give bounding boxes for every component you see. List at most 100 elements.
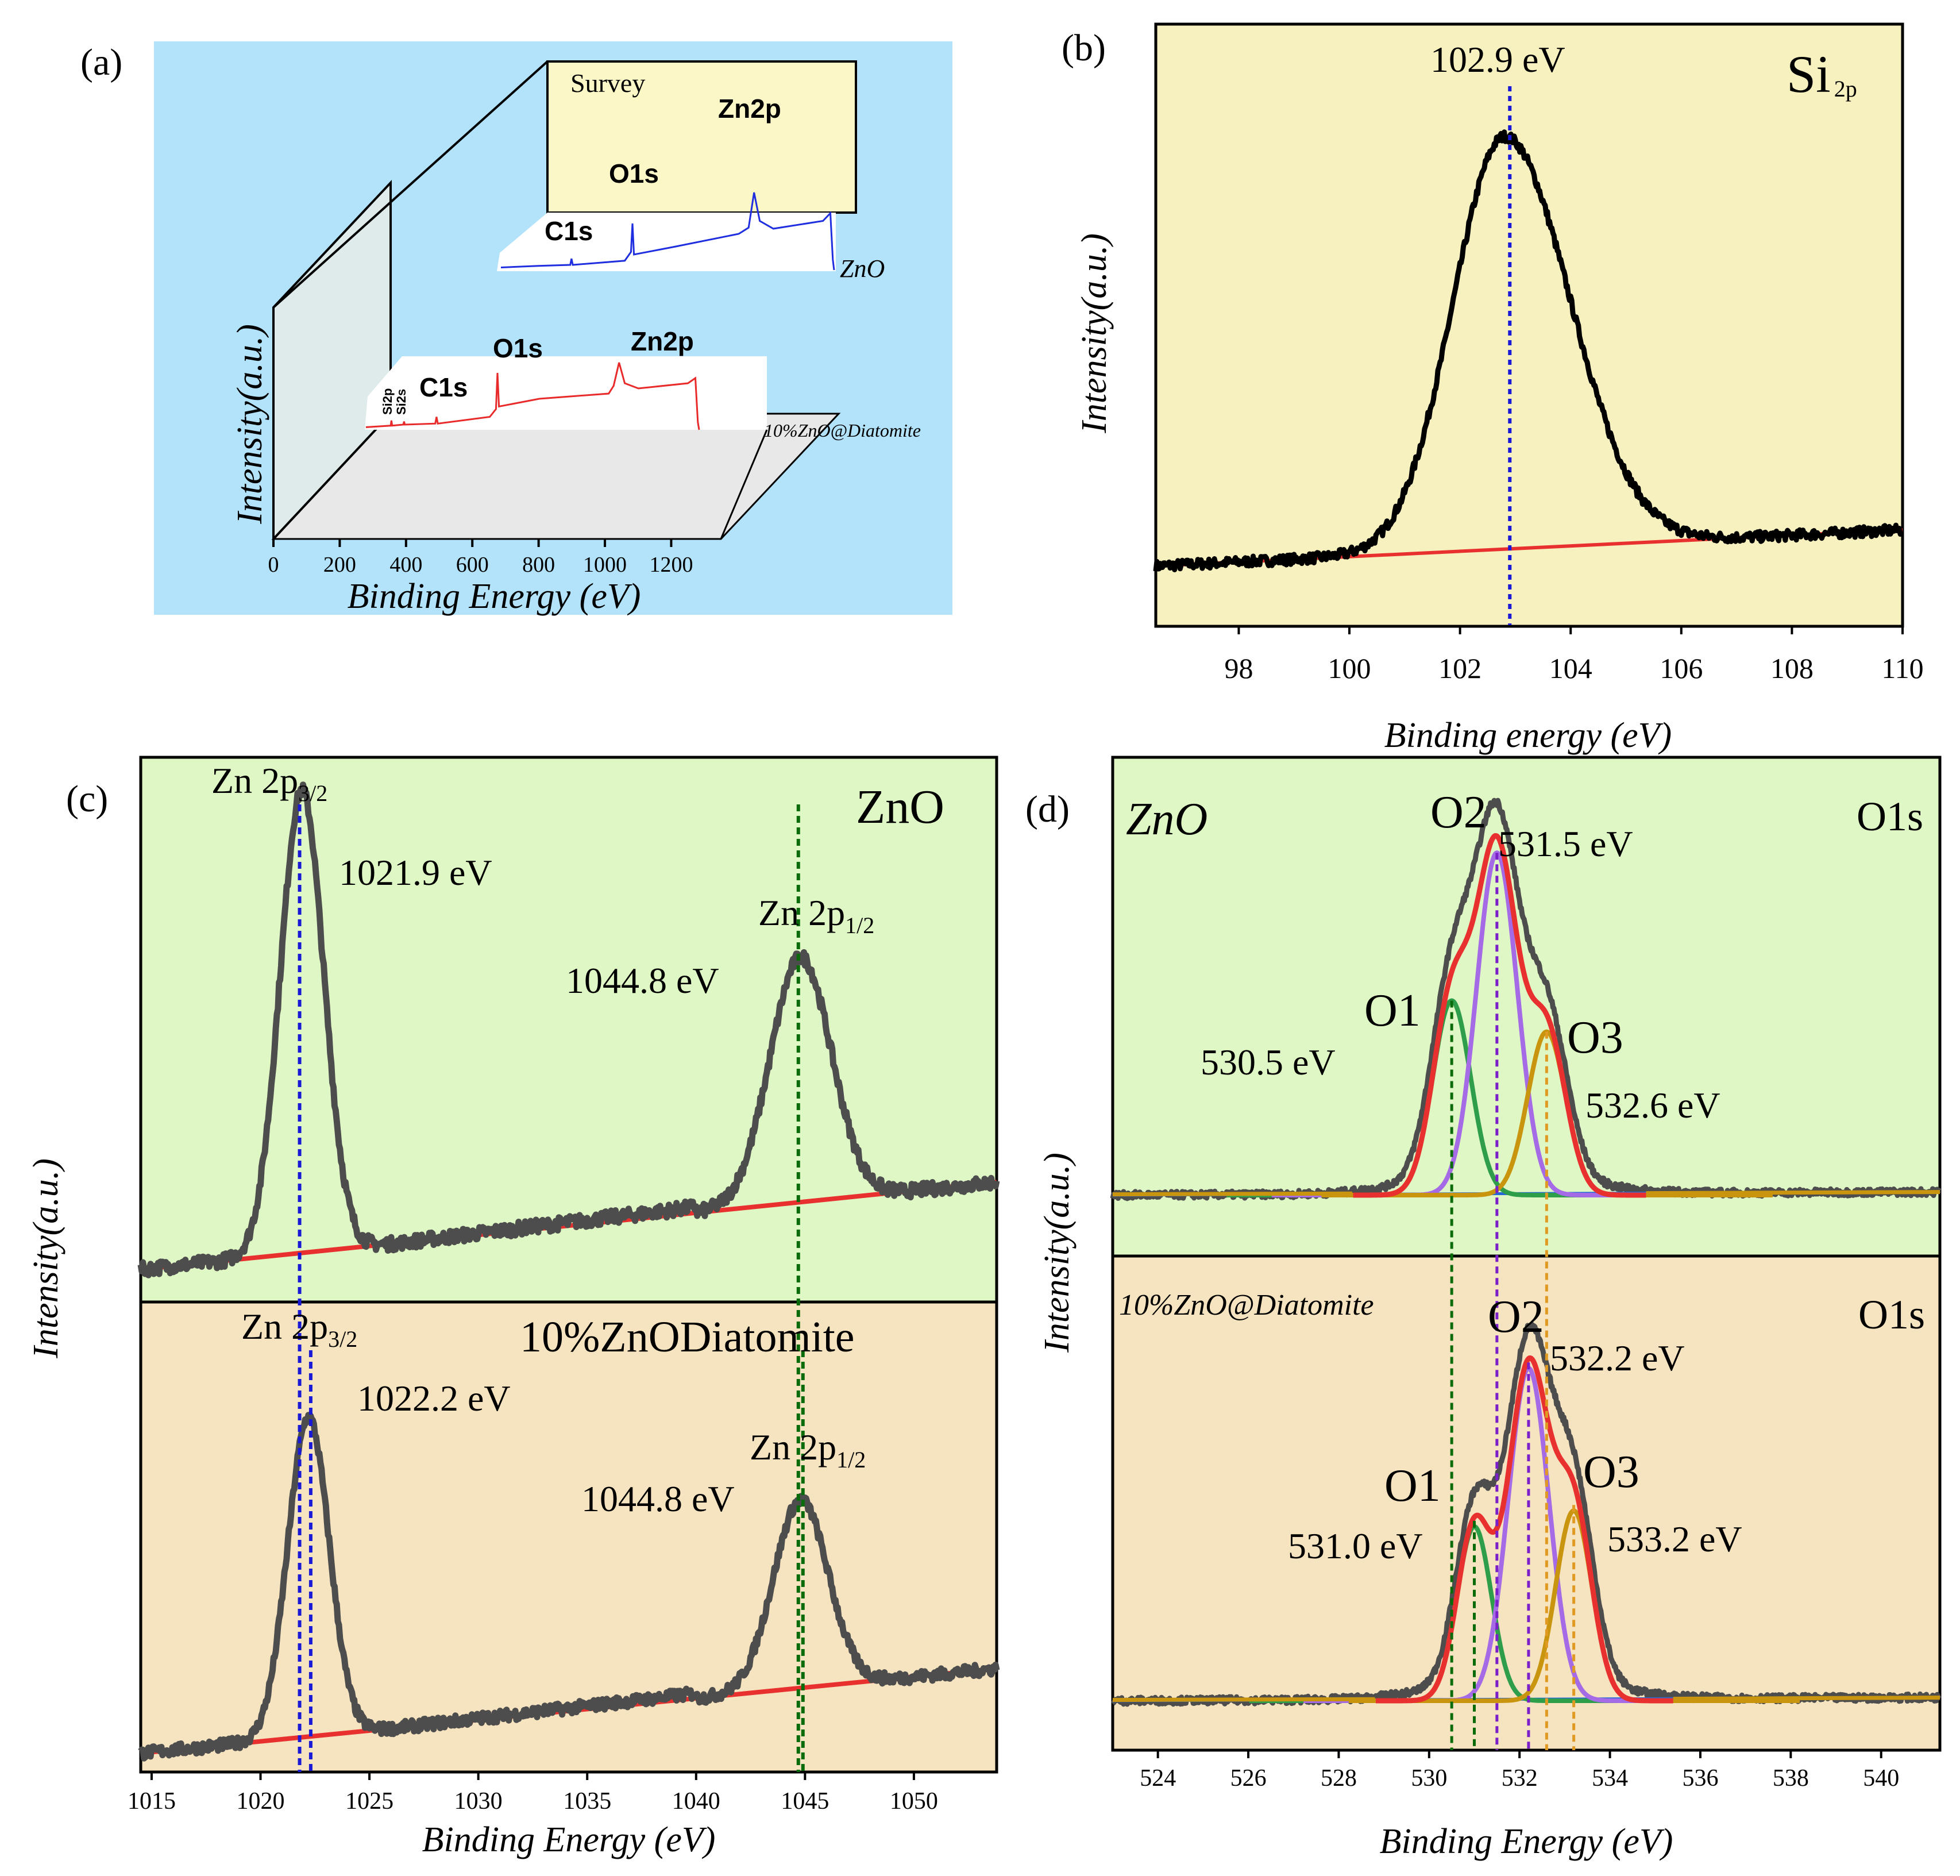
panel-d-x-ticks: 524 526 528 530 532 534 536 538 540 <box>1140 1750 1899 1792</box>
panel-a-slab-zno <box>497 213 836 271</box>
panel-d-bottom-o3-value: 533.2 eV <box>1607 1519 1742 1559</box>
panel-c-top-peak1-label: Zn 2p3/2 <box>211 760 327 806</box>
panel-c-bottom-spectrum <box>138 1412 1000 1762</box>
panel-d-x-tick-label: 534 <box>1592 1765 1628 1792</box>
panel-d-x-tick-label: 530 <box>1411 1765 1447 1792</box>
panel-c-top-peak2-label: Zn 2p1/2 <box>758 892 874 938</box>
panel-c-x-tick-label: 1030 <box>454 1788 503 1815</box>
panel-a-x-ticks: 0 200 400 600 800 1000 1200 <box>268 539 693 577</box>
panel-d-top-area <box>1111 756 1942 1258</box>
panel-a-x-tick-label: 1000 <box>583 553 627 577</box>
panel-a-x-tick-label: 800 <box>522 553 555 577</box>
panel-a-floor-line <box>720 429 768 540</box>
panel-d-bottom-name: 10%ZnO@Diatomite <box>1119 1289 1374 1322</box>
panel-c-bottom-name: 10%ZnODiatomite <box>520 1313 855 1361</box>
panel-d-y-axis-title: Intensity(a.u.) <box>1037 1153 1077 1353</box>
panel-a-label-comp-o1s: O1s <box>493 333 543 363</box>
panel-c-bottom-peak1-label: Zn 2p3/2 <box>241 1306 357 1352</box>
panel-b: (b) 102.9 eV Si 2p 98 100 102 104 106 108 110 B… <box>1062 22 1924 755</box>
panel-c-top-spectrum <box>137 781 1000 1278</box>
panel-d-top-name: ZnO <box>1126 794 1207 845</box>
panel-a-label-comp-si2p: Si2p <box>380 388 395 415</box>
panel-c-bottom-peak1-value: 1022.2 eV <box>357 1378 511 1419</box>
panel-d-x-tick-label: 532 <box>1502 1765 1538 1792</box>
panel-a-label-zno-zn2p: Zn2p <box>718 94 781 124</box>
panel-a-label-comp-c1s: C1s <box>419 372 468 402</box>
panel-a-label-comp-si2s: Si2s <box>394 389 408 415</box>
panel-a-label-zno-c1s: C1s <box>545 216 593 246</box>
panel-d-bottom-core-level: O1s <box>1858 1292 1925 1338</box>
panel-d-x-tick-label: 536 <box>1682 1765 1718 1792</box>
panel-d-background-fit <box>1673 1696 1940 1701</box>
panel-d-x-tick-label: 524 <box>1140 1765 1176 1792</box>
panel-a-slab-composite <box>365 356 767 430</box>
panel-a-label-zno-o1s: O1s <box>609 159 659 188</box>
panel-d-x-tick-label: 526 <box>1230 1765 1267 1792</box>
panel-d-top-o2-value: 531.5 eV <box>1498 823 1633 864</box>
panel-a-y-axis-title: Intensity(a.u.) <box>230 324 269 525</box>
panel-d-top-o3-name: O3 <box>1567 1012 1623 1063</box>
panel-d-bottom-o1-name: O1 <box>1384 1461 1441 1511</box>
panel-b-letter: (b) <box>1062 27 1106 69</box>
panel-d-bottom-o3-name: O3 <box>1583 1447 1639 1497</box>
panel-d-background-fit <box>1646 1190 1940 1196</box>
panel-a-x-tick-label: 600 <box>456 553 489 577</box>
panel-c-y-axis-title: Intensity(a.u.) <box>26 1158 65 1359</box>
panel-c-x-tick-label: 1045 <box>781 1788 829 1815</box>
panel-c: (c) Zn 2p3/2 1021.9 eV Zn 2p1/2 1044.8 e… <box>26 756 1000 1859</box>
panel-c-x-axis-title: Binding Energy (eV) <box>422 1820 716 1859</box>
panel-c-bottom-peak2-label: Zn 2p1/2 <box>750 1427 866 1473</box>
panel-d-top-core-level: O1s <box>1857 793 1923 839</box>
panel-a-top-edge <box>272 60 549 309</box>
panel-c-top-peak1-value: 1021.9 eV <box>339 852 492 893</box>
panel-b-x-ticks: 98 100 102 104 106 108 110 <box>1224 626 1924 684</box>
panel-a-letter: (a) <box>80 41 122 83</box>
panel-b-x-tick-label: 106 <box>1660 652 1703 684</box>
panel-d-top-o1-name: O1 <box>1364 985 1421 1036</box>
panel-a-series-zno <box>500 192 835 271</box>
panel-d-bottom-o1-value: 531.0 eV <box>1288 1526 1423 1566</box>
panel-b-peak-label: 102.9 eV <box>1430 39 1565 80</box>
panel-b-x-axis-title: Binding energy (eV) <box>1384 716 1672 755</box>
panel-d: (d) ZnO O1s O2 531.5 eV O1 530.5 eV O3 5… <box>1025 756 1942 1861</box>
panel-b-y-axis-title: Intensity(a.u.) <box>1075 233 1114 434</box>
panel-d-letter: (d) <box>1025 788 1070 830</box>
panel-b-x-tick-label: 104 <box>1549 652 1592 684</box>
panel-a-series-name-zno: ZnO <box>840 255 885 283</box>
panel-b-x-tick-label: 100 <box>1328 652 1371 684</box>
panel-d-x-axis-title: Binding Energy (eV) <box>1380 1822 1673 1861</box>
panel-d-top-o1-value: 530.5 eV <box>1201 1042 1336 1083</box>
panel-c-bottom-area <box>139 1300 998 1774</box>
panel-c-bottom-peak2-value: 1044.8 eV <box>581 1478 735 1519</box>
panel-d-background-fit <box>1112 1191 1353 1197</box>
panel-d-envelope <box>1353 833 1646 1198</box>
panel-c-top-area <box>139 756 998 1304</box>
panel-c-x-tick-label: 1040 <box>672 1788 720 1815</box>
panel-b-x-tick-label: 102 <box>1438 652 1481 684</box>
panel-c-x-tick-label: 1050 <box>890 1788 938 1815</box>
panel-d-top-o2-name: O2 <box>1430 787 1487 838</box>
panel-a-back-wall <box>546 60 857 214</box>
panel-a-x-tick-label: 1200 <box>649 553 693 577</box>
panel-a-x-tick-label: 0 <box>268 553 279 577</box>
panel-d-x-tick-label: 538 <box>1773 1765 1809 1792</box>
panel-c-x-tick-label: 1015 <box>128 1788 176 1815</box>
panel-c-x-tick-label: 1020 <box>237 1788 285 1815</box>
panel-d-envelope <box>1376 1355 1673 1704</box>
panel-a-series-composite <box>365 362 700 430</box>
panel-b-plot-area <box>1154 22 1904 628</box>
panel-c-top-name: ZnO <box>856 780 944 834</box>
panel-c-letter: (c) <box>66 778 108 820</box>
panel-d-component-markers <box>1450 853 1576 1750</box>
panel-a-series-name-composite: 10%ZnO@Diatomite <box>764 420 921 441</box>
panel-d-bottom-o2-name: O2 <box>1488 1292 1544 1342</box>
panel-c-x-ticks: 1015 1020 1025 1030 1035 1040 1045 1050 <box>128 1772 938 1815</box>
panel-b-spectrum <box>1153 129 1904 572</box>
panel-a: (a) Survey C1s O1s Zn2p ZnO Si2p Si2s C1… <box>80 41 952 616</box>
panel-b-x-tick-label: 98 <box>1224 652 1253 684</box>
panel-b-x-tick-label: 110 <box>1881 652 1923 684</box>
panel-a-x-tick-label: 400 <box>389 553 422 577</box>
panel-d-top-o3-value: 532.6 eV <box>1585 1085 1720 1126</box>
panel-c-top-peak2-value: 1044.8 eV <box>566 960 719 1001</box>
panel-b-title: Si 2p <box>1787 45 1857 103</box>
